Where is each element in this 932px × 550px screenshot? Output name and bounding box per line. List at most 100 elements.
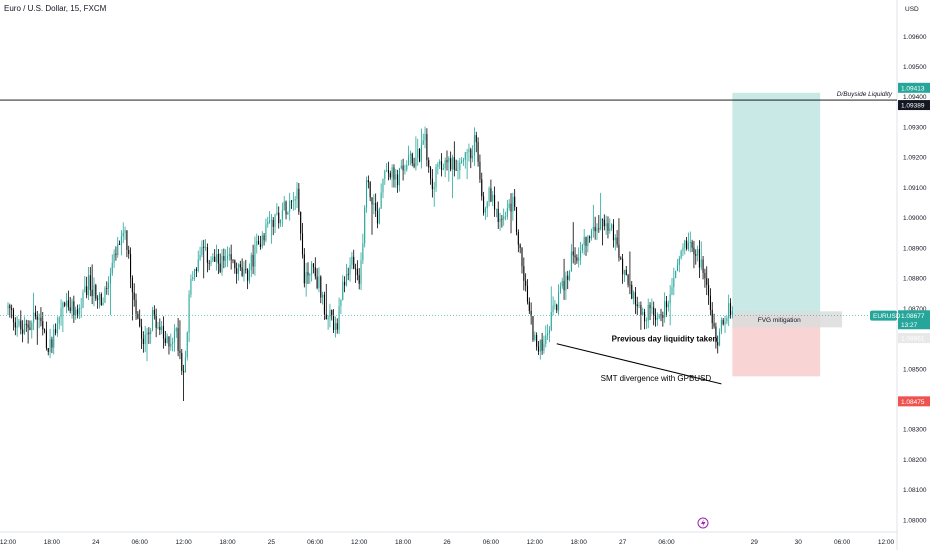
candle-body: [133, 292, 135, 300]
candle-body: [389, 173, 391, 178]
time-tick-label: 18:00: [395, 539, 412, 546]
candle-body: [353, 256, 355, 269]
candle-body: [600, 218, 602, 230]
candle-body: [274, 214, 276, 227]
candle-body: [554, 304, 556, 306]
candle-body: [340, 299, 342, 306]
candle-body: [686, 240, 688, 249]
candle-body: [239, 264, 241, 268]
candle-body: [667, 303, 669, 308]
candle-body: [190, 279, 192, 295]
candle-body: [528, 301, 530, 311]
candle-body: [44, 329, 46, 331]
fvg-price-label: 1.08661: [901, 336, 925, 343]
candle-body: [14, 322, 16, 328]
candle-body: [708, 284, 710, 296]
candle-body: [565, 275, 567, 291]
time-tick-label: 18:00: [219, 539, 236, 546]
candle-body: [342, 281, 344, 300]
candle-body: [212, 256, 214, 261]
price-tick-label: 1.08300: [903, 427, 927, 434]
candle-body: [153, 310, 155, 315]
candle-body: [426, 133, 428, 161]
candle-body: [435, 166, 437, 188]
candle-body: [87, 275, 90, 296]
candle-body: [706, 278, 708, 285]
candle-body: [515, 207, 518, 233]
candle-body: [391, 167, 393, 178]
candle-body: [687, 242, 689, 249]
candle-body: [451, 157, 454, 170]
candle-body: [356, 269, 358, 276]
candle-body: [102, 302, 104, 305]
candle-body: [596, 228, 598, 232]
candle-body: [501, 218, 503, 220]
candle-body: [472, 155, 474, 159]
candle-body: [455, 169, 457, 171]
candle-body: [607, 223, 609, 231]
candle-body: [40, 317, 42, 322]
price-tick-label: 1.08800: [903, 276, 927, 283]
candle-body: [119, 243, 121, 245]
candle-body: [673, 278, 675, 288]
candle-body: [126, 230, 128, 251]
candle-body: [387, 170, 390, 174]
candle-body: [711, 309, 713, 324]
candle-body: [660, 314, 662, 316]
candle-body: [378, 208, 380, 224]
candle-body: [417, 148, 419, 158]
candle-body: [294, 199, 296, 201]
candle-body: [98, 294, 101, 300]
current-price-label: 1.08677: [901, 313, 925, 320]
candle-body: [89, 275, 91, 290]
candle-body: [250, 254, 252, 271]
candle-body: [704, 272, 706, 279]
candle-body: [243, 269, 245, 276]
candle-body: [267, 221, 269, 225]
candle-body: [183, 370, 185, 373]
candle-body: [415, 157, 417, 167]
currency-label: USD: [905, 6, 919, 13]
candle-body: [195, 269, 197, 271]
candle-body: [519, 244, 521, 248]
time-tick-label: 12:00: [175, 539, 192, 546]
candle-body: [60, 307, 62, 318]
candle-body: [188, 294, 190, 333]
candle-body: [159, 326, 161, 330]
candle-body: [78, 307, 80, 315]
candle-body: [684, 240, 686, 248]
candle-body: [453, 157, 455, 170]
candle-body: [589, 236, 591, 239]
candle-body: [186, 332, 188, 358]
candle-body: [611, 224, 613, 229]
candle-body: [398, 168, 400, 186]
candle-body: [473, 135, 475, 156]
candle-body: [325, 314, 327, 320]
candle-body: [462, 159, 465, 161]
countdown-price-badge: [898, 319, 930, 330]
annotation-text: SMT divergence with GPBUSD: [601, 374, 712, 383]
candle-body: [691, 242, 693, 248]
time-tick-label: 06:00: [834, 539, 851, 546]
candle-body: [161, 326, 163, 330]
candle-body: [494, 194, 496, 210]
candle-body: [322, 294, 324, 298]
candle-body: [627, 275, 629, 285]
candle-body: [424, 133, 426, 141]
candle-body: [124, 230, 126, 233]
candle-body: [31, 322, 33, 331]
candle-body: [731, 311, 733, 315]
candle-body: [623, 269, 625, 275]
candle-body: [585, 236, 587, 246]
candle-body: [669, 294, 671, 304]
time-axis[interactable]: 12:00 18:00 24 06:00 12:00 18:00 25 06:00 12:00 1…: [0, 539, 895, 546]
candle-body: [620, 257, 622, 259]
candle-body: [598, 228, 600, 230]
lightning-bolt-icon: [701, 519, 706, 527]
candle-body: [283, 201, 285, 211]
price-tick-label: 1.08200: [903, 457, 927, 464]
candle-body: [58, 317, 60, 324]
candle-body: [312, 263, 315, 268]
chart-title: Euro / U.S. Dollar, 15, FXCM: [4, 4, 107, 13]
